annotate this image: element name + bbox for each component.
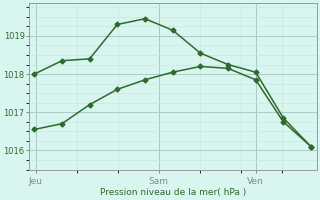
X-axis label: Pression niveau de la mer( hPa ): Pression niveau de la mer( hPa ): [100, 188, 246, 197]
